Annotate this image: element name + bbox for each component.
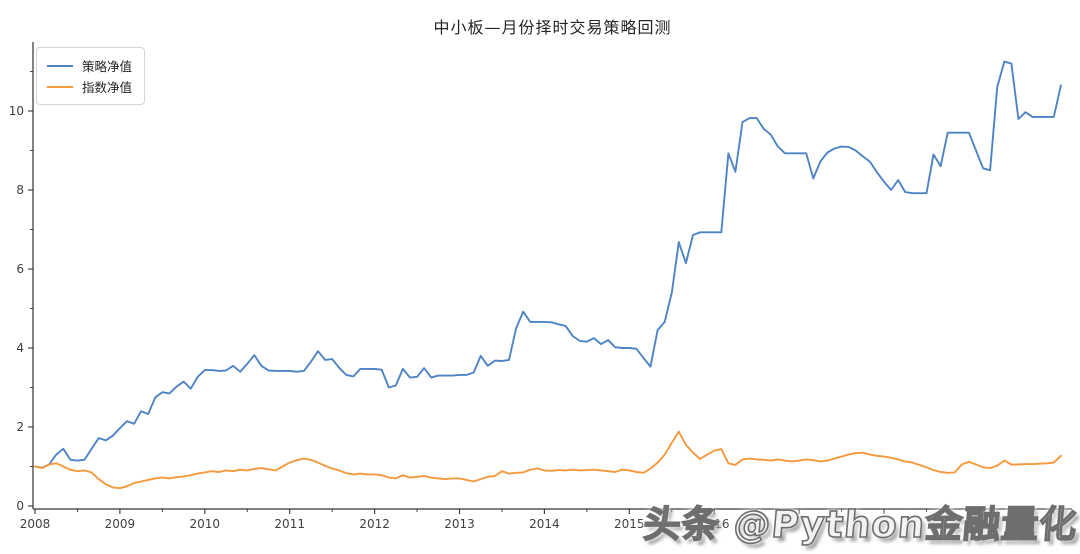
- x-tick-label: 2016: [699, 517, 730, 531]
- axes: [32, 42, 1072, 510]
- legend-label-index: 指数净值: [82, 80, 133, 95]
- y-tick-label: 4: [16, 341, 24, 355]
- strategy-line: [34, 60, 1062, 469]
- x-tick-label: 2015: [614, 517, 645, 531]
- x-tick-label: 2010: [190, 517, 221, 531]
- x-axis: 2008 2009 2010 2011 2012 2013 2014 2015 2016: [20, 509, 1055, 531]
- strategy-line-swatch: [47, 64, 73, 67]
- y-tick-label: 0: [16, 499, 24, 513]
- chart-title: 中小板—月份择时交易策略回测: [433, 18, 672, 37]
- index-line-swatch: [47, 85, 73, 88]
- watermark: 头条 @Python金融量化: [641, 502, 1080, 547]
- legend: 策略净值 指数净值: [36, 47, 146, 105]
- legend-label-strategy: 策略净值: [82, 59, 133, 74]
- x-tick-label: 2008: [20, 517, 51, 531]
- y-tick-label: 6: [16, 262, 24, 276]
- y-tick-label: 8: [16, 183, 24, 197]
- y-tick-label: 2: [16, 420, 24, 434]
- x-tick-label: 2011: [274, 517, 305, 531]
- x-tick-label: 2013: [444, 517, 475, 531]
- y-tick-label: 10: [9, 104, 24, 118]
- x-tick-label: 2012: [359, 517, 390, 531]
- x-tick-label: 2009: [105, 517, 136, 531]
- x-tick-label: 2014: [529, 517, 560, 531]
- legend-item-strategy: 策略净值: [47, 55, 132, 76]
- index-line: [34, 430, 1062, 490]
- legend-item-index: 指数净值: [47, 76, 132, 97]
- y-axis: 0 2 4 6 8 10: [9, 71, 33, 513]
